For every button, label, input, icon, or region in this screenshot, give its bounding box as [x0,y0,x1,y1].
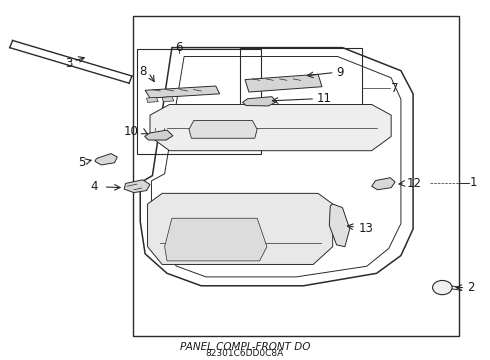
Bar [137,49,261,154]
Text: 12: 12 [407,177,422,190]
Circle shape [433,280,452,295]
Text: 13: 13 [359,222,373,235]
Text: 2: 2 [467,281,475,294]
Polygon shape [147,97,158,102]
Text: 9: 9 [337,66,344,79]
Polygon shape [150,104,391,151]
Text: 11: 11 [317,92,332,105]
Text: 5: 5 [78,156,85,168]
Polygon shape [147,193,333,265]
Text: 10: 10 [124,125,139,138]
Bar [240,48,362,113]
Polygon shape [245,74,322,92]
Text: 4: 4 [90,180,98,193]
Bar [133,15,460,336]
Text: 7: 7 [391,82,399,95]
Polygon shape [124,180,150,193]
Polygon shape [145,86,220,98]
Text: 8: 8 [139,65,147,78]
Text: 3: 3 [65,57,73,70]
Polygon shape [189,121,257,138]
Text: 6: 6 [175,41,183,54]
Polygon shape [95,154,117,165]
Polygon shape [243,97,277,106]
Polygon shape [329,204,350,247]
Text: 82301C6DD0C8A: 82301C6DD0C8A [206,349,284,358]
Polygon shape [372,178,395,190]
Text: PANEL COMPL-FRONT DO: PANEL COMPL-FRONT DO [180,342,310,352]
Polygon shape [165,218,267,261]
Polygon shape [162,97,174,102]
Text: 1: 1 [470,176,478,189]
Polygon shape [145,130,173,140]
